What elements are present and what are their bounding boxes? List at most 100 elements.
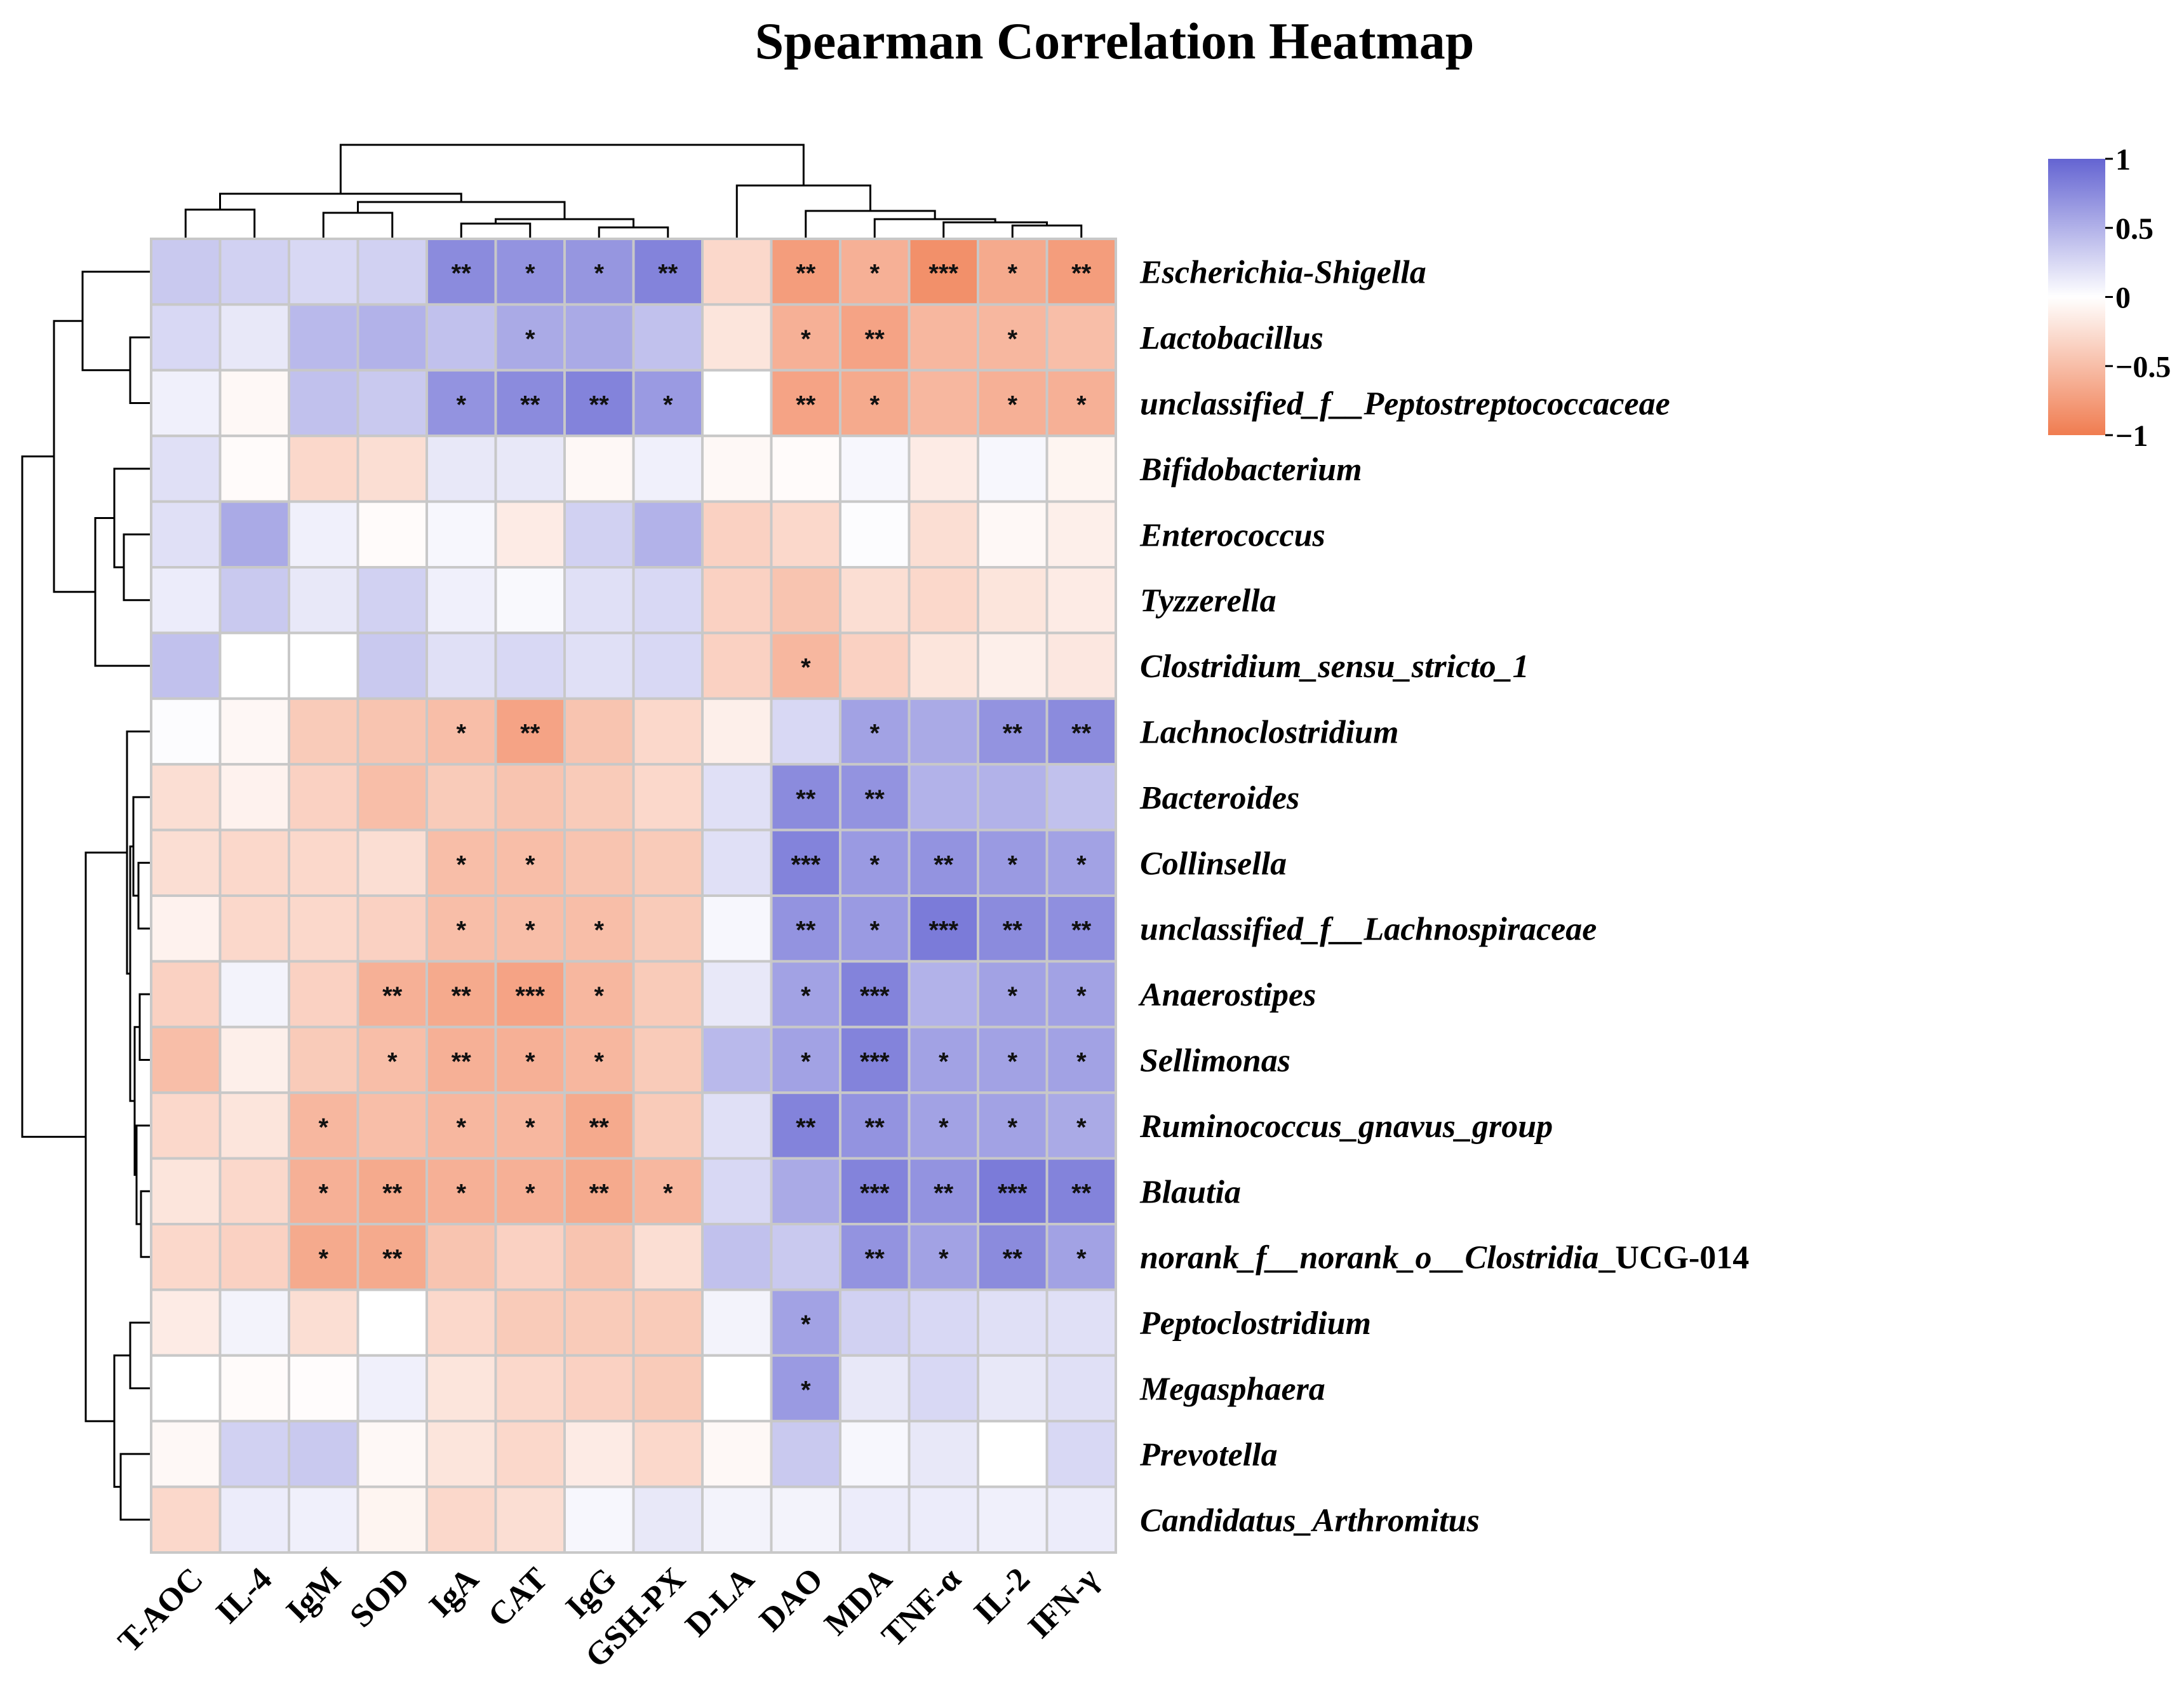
heatmap-cell: [908, 828, 979, 897]
heatmap-cell: [288, 566, 359, 635]
heatmap-cell: [356, 1420, 428, 1488]
row-label: Anaerostipes: [1138, 977, 1316, 1013]
dendrogram-branch: [119, 1453, 151, 1521]
heatmap-cell: [977, 435, 1048, 503]
significance-label: **: [589, 1114, 610, 1142]
heatmap-cell: [770, 1485, 841, 1554]
significance-label: *: [801, 982, 811, 1010]
heatmap-cell: [425, 303, 497, 372]
dendrogram-branch: [357, 201, 566, 219]
dendrogram-branch: [123, 533, 151, 602]
heatmap-cell: [150, 1223, 222, 1291]
heatmap-cell: [356, 1485, 428, 1554]
significance-label: *: [525, 917, 535, 945]
heatmap-cell: [1045, 303, 1117, 372]
heatmap-cell: [494, 566, 566, 635]
significance-label: **: [1003, 1245, 1023, 1273]
heatmap-cell: [839, 631, 911, 700]
heatmap-cell: [908, 238, 979, 306]
heatmap-cell: [150, 500, 222, 569]
heatmap-cell: [288, 1420, 359, 1488]
heatmap-cell: [288, 894, 359, 963]
heatmap-cell: [288, 697, 359, 766]
significance-label: **: [796, 1114, 816, 1142]
row-label: Enterococcus: [1139, 517, 1325, 553]
heatmap-cell: [1045, 1420, 1117, 1488]
heatmap-cell: [356, 1157, 428, 1225]
heatmap-cell: [977, 1354, 1048, 1423]
heatmap-cell: [150, 697, 222, 766]
heatmap-cell: [356, 631, 428, 700]
heatmap-cell: [908, 566, 979, 635]
heatmap-cell: [218, 763, 290, 832]
heatmap-cell: [150, 368, 222, 438]
significance-label: **: [452, 260, 472, 288]
dendrogram-branch: [132, 796, 151, 897]
heatmap-cell: [150, 1091, 222, 1160]
heatmap-cell: [908, 368, 979, 438]
heatmap-cell: [908, 763, 979, 832]
heatmap-cell: [701, 1157, 773, 1225]
heatmap-cell: [908, 303, 979, 372]
heatmap-cell: [494, 1288, 566, 1357]
heatmap-cell: [356, 828, 428, 897]
heatmap-cell: [150, 1420, 222, 1488]
heatmap-cell: [288, 631, 359, 700]
heatmap-cell: [494, 435, 566, 503]
heatmap-cell: [218, 1354, 290, 1423]
significance-label: *: [525, 325, 535, 353]
heatmap-cell: [494, 1354, 566, 1423]
heatmap-cell: [1045, 763, 1117, 832]
heatmap-cell: [218, 238, 290, 306]
significance-label: *: [318, 1114, 328, 1142]
heatmap-cell: [494, 1091, 566, 1160]
heatmap-cell: [632, 1091, 704, 1160]
heatmap-cell: [839, 828, 911, 897]
heatmap-cell: [632, 631, 704, 700]
dendrogram-branch: [129, 1321, 151, 1389]
row-label: Lactobacillus: [1139, 320, 1323, 356]
significance-label: **: [520, 391, 540, 419]
significance-label: *: [869, 391, 880, 419]
heatmap-cell: [218, 1091, 290, 1160]
heatmap-cell: [150, 303, 222, 372]
significance-label: *: [1007, 1114, 1017, 1142]
significance-label: *: [456, 1179, 466, 1207]
heatmap-cell: [425, 566, 497, 635]
heatmap-cell: [770, 1223, 841, 1291]
significance-label: *: [1076, 1245, 1087, 1273]
heatmap-cell: [701, 500, 773, 569]
heatmap-cell: [150, 238, 222, 306]
heatmap-cell: [563, 500, 635, 569]
significance-label: *: [801, 325, 811, 353]
heatmap-cell: [770, 435, 841, 503]
heatmap-cell: [494, 500, 566, 569]
heatmap-cell: [1045, 1223, 1117, 1291]
heatmap-cell: [632, 1025, 704, 1095]
significance-label: *: [939, 1114, 949, 1142]
heatmap-cell: [770, 1091, 841, 1160]
column-label: IgM: [279, 1561, 348, 1629]
heatmap-cell: [839, 500, 911, 569]
heatmap-cell: [150, 631, 222, 700]
heatmap-cell: [839, 1025, 911, 1095]
heatmap-cell: [356, 960, 428, 1028]
heatmap-cell: [632, 697, 704, 766]
heatmap-cell: [632, 435, 704, 503]
significance-label: ***: [791, 851, 821, 879]
dendrogram-branch: [460, 222, 532, 239]
heatmap-cell: [908, 1485, 979, 1554]
heatmap-cell: [1045, 368, 1117, 438]
heatmap-cell: [977, 303, 1048, 372]
heatmap-cell: [908, 1420, 979, 1488]
heatmap-cell: [908, 960, 979, 1028]
heatmap-cell: [356, 435, 428, 503]
row-label: Bifidobacterium: [1139, 452, 1362, 488]
heatmap-cell: [425, 631, 497, 700]
significance-label: *: [594, 260, 604, 288]
heatmap-cell: [563, 303, 635, 372]
significance-label: *: [1007, 325, 1017, 353]
heatmap-cell: [1045, 1025, 1117, 1095]
significance-label: **: [1071, 720, 1092, 748]
heatmap-cell: [977, 1091, 1048, 1160]
